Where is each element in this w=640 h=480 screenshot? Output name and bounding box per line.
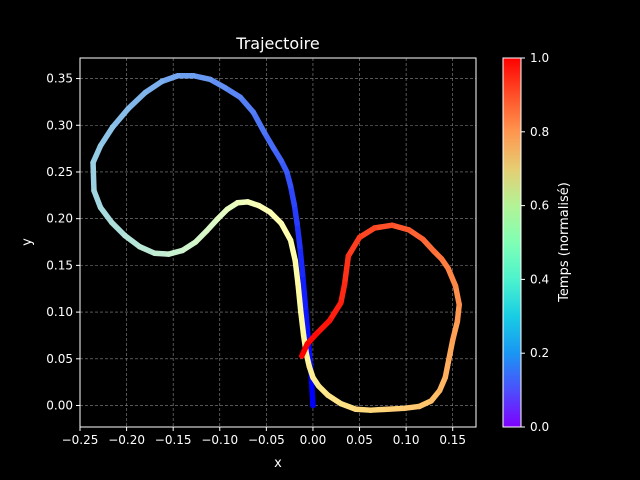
y-tick-label: 0.05 xyxy=(46,352,73,366)
trajectory-segment xyxy=(302,304,312,343)
y-tick-label: 0.30 xyxy=(46,118,73,132)
trajectory-segment xyxy=(291,201,300,227)
trajectory-segment xyxy=(142,78,165,96)
x-tick-label: −0.15 xyxy=(155,433,192,447)
y-tick-label: 0.15 xyxy=(46,258,73,272)
trajectory-segment xyxy=(371,222,395,231)
trajectory-segment xyxy=(341,253,352,287)
trajectory-segment xyxy=(449,318,461,343)
grid-lines xyxy=(79,58,476,427)
trajectory-segment xyxy=(90,159,97,194)
trajectory-segment xyxy=(442,356,452,381)
colorbar-tick-label: 0.6 xyxy=(530,199,549,213)
x-tick-label: 0.05 xyxy=(346,433,373,447)
trajectory-segment xyxy=(261,129,277,152)
y-tick-label: 0.20 xyxy=(46,212,73,226)
trajectory-segment xyxy=(121,232,143,250)
trajectory-segment xyxy=(297,243,306,278)
trajectory-segment xyxy=(91,187,104,211)
trajectory-segment xyxy=(298,309,307,339)
trajectory-segment xyxy=(338,281,348,306)
x-tick-label: 0.10 xyxy=(393,433,420,447)
trajectory-segment xyxy=(445,265,459,289)
x-axis-ticks: −0.25 −0.20 −0.15 −0.10 −0.05 0.00 0.05 0.10 0.1… xyxy=(62,427,466,447)
colorbar-tick-label: 0.8 xyxy=(530,125,549,139)
trajectory-segment xyxy=(97,124,116,149)
trajectory-segment xyxy=(250,109,268,136)
colorbar xyxy=(502,57,522,428)
trajectory-segment xyxy=(454,301,462,325)
trajectory-segment xyxy=(287,237,298,264)
trajectory-segment xyxy=(345,234,363,259)
trajectory-segment xyxy=(389,222,412,233)
colorbar-tick-label: 0.2 xyxy=(530,346,549,360)
x-tick-label: 0.00 xyxy=(300,433,327,447)
trajectory-segment xyxy=(278,220,294,243)
trajectory-segment xyxy=(109,105,132,130)
y-tick-label: 0.00 xyxy=(46,399,73,413)
y-tick-label: 0.10 xyxy=(46,305,73,319)
trajectory-segment xyxy=(190,72,214,83)
y-axis-ticks: 0.00 0.05 0.10 0.15 0.20 0.25 0.30 0.35 xyxy=(46,72,80,413)
x-axis-label: x xyxy=(274,456,282,471)
y-tick-label: 0.25 xyxy=(46,165,73,179)
trajectory-segment xyxy=(292,257,301,287)
colorbar-tick-label: 0.4 xyxy=(530,272,549,286)
x-tick-label: −0.05 xyxy=(248,433,285,447)
trajectory-segment xyxy=(446,337,456,362)
trajectory-segment xyxy=(367,406,391,413)
trajectory-segment xyxy=(299,341,311,359)
chart-title: Trajectoire xyxy=(235,34,319,53)
trajectory-segment xyxy=(326,300,344,324)
colorbar-tick-label: 0.0 xyxy=(530,420,549,434)
colorbar-ticks: 0.0 0.2 0.4 0.6 0.8 1.0 xyxy=(521,51,549,434)
trajectory-segment xyxy=(90,143,104,166)
trajectory-segment xyxy=(159,72,181,85)
trajectory-segment xyxy=(207,76,229,91)
trajectory-segment xyxy=(237,94,257,115)
plot-frame xyxy=(79,57,477,428)
trajectory-segment xyxy=(97,204,115,226)
trajectory-segment xyxy=(287,183,298,208)
trajectory-segment xyxy=(384,405,408,413)
trajectory-segment xyxy=(356,225,378,241)
trajectory-segment xyxy=(108,219,128,239)
x-tick-label: −0.20 xyxy=(108,433,145,447)
trajectory-segment xyxy=(294,220,303,250)
colorbar-tick-label: 1.0 xyxy=(530,51,549,65)
y-axis-label: y xyxy=(20,238,35,246)
trajectory-segment xyxy=(222,85,244,100)
x-tick-label: 0.15 xyxy=(439,433,466,447)
x-tick-label: −0.10 xyxy=(201,433,238,447)
trajectory-segment xyxy=(295,281,304,315)
y-tick-label: 0.35 xyxy=(46,72,73,86)
x-tick-label: −0.25 xyxy=(62,433,99,447)
colorbar-label: Temps (normalisé) xyxy=(557,182,572,303)
trajectory-segment xyxy=(313,317,333,337)
trajectory-line xyxy=(90,72,462,413)
trajectory-segment xyxy=(452,283,462,308)
trajectory-segment xyxy=(420,236,437,255)
trajectory-segment xyxy=(406,227,426,242)
trajectory-segment xyxy=(125,89,148,112)
trajectory-segment xyxy=(299,271,309,311)
